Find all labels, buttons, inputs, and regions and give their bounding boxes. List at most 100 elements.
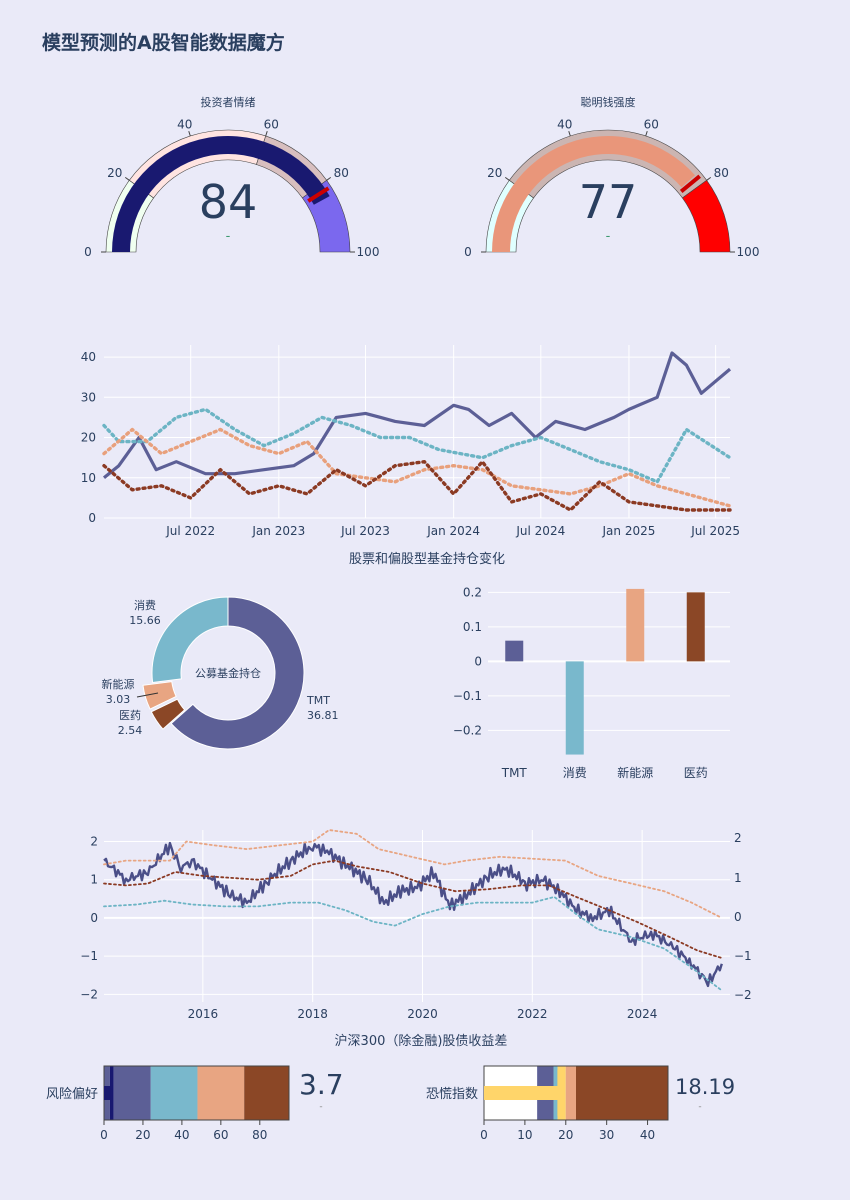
gauge-value-bar <box>492 136 696 252</box>
donut-center-label: 公募基金持仓 <box>195 666 261 680</box>
x-tick-label: 2024 <box>627 1007 658 1021</box>
gauge-tick-label: 0 <box>84 245 92 259</box>
y-tick-label: 40 <box>81 350 96 364</box>
gauge-tick-mark <box>568 131 571 137</box>
y-tick-label: 0 <box>88 511 96 525</box>
series-line-4 <box>102 460 732 512</box>
x-tick-label: 消费 <box>563 766 587 780</box>
bar <box>626 588 645 662</box>
slice-value: 15.66 <box>129 614 161 627</box>
gauge-tick-mark <box>504 176 510 181</box>
y-tick-label: 10 <box>81 471 96 485</box>
page-title: 模型预测的A股智能数据魔方 <box>42 32 285 54</box>
gauge-delta: - <box>226 229 231 244</box>
risk-appetite-bullet: 0 20 40 60 80 风险偏好 3.7- <box>46 1065 344 1142</box>
bullet-label: 风险偏好 <box>46 1087 98 1102</box>
y-tick-label-left: −1 <box>80 949 98 963</box>
x-tick-label: TMT <box>501 766 528 780</box>
gauge-tick-label: 40 <box>177 118 192 132</box>
bullet-delta: - <box>698 1102 701 1112</box>
slice-label: TMT <box>306 694 330 707</box>
sector-bar-chart: 0.2 0.1 0 −0.1 −0.2 TMT 消费 新能源 医药 <box>453 585 730 780</box>
y-tick-label: 0.1 <box>463 620 482 634</box>
bullet-band <box>565 1066 576 1120</box>
series-line-1 <box>102 351 732 480</box>
x-tick-label: Jul 2025 <box>690 524 740 538</box>
fear-index-bullet: 0 10 20 30 40 恐慌指数 18.19 - <box>426 1065 735 1142</box>
bullet-label: 恐慌指数 <box>426 1087 478 1102</box>
gauge-tick-label: 100 <box>737 245 760 259</box>
y-tick-label: 0.2 <box>463 585 482 599</box>
slice-value: 2.54 <box>118 724 143 737</box>
x-tick-label: 医药 <box>684 766 708 780</box>
chart-title: 沪深300（除金融)股债收益差 <box>335 1033 508 1049</box>
bullet-band <box>150 1066 198 1120</box>
gauge-1: 投资者情绪 0 20 40 60 80 100 84- <box>84 95 379 259</box>
slice-leader-line <box>136 692 159 698</box>
x-tick-label: Jan 2025 <box>602 524 656 538</box>
bullet-tick-label: 80 <box>252 1128 267 1142</box>
y-tick-label-right: 1 <box>734 871 742 885</box>
bullet-tick-label: 20 <box>558 1128 573 1142</box>
gauge-threshold <box>679 174 701 193</box>
donut-slice <box>170 596 305 750</box>
bullet-tick-label: 10 <box>517 1128 532 1142</box>
bullet-tick-label: 40 <box>174 1128 189 1142</box>
bullet-tick-label: 40 <box>640 1128 655 1142</box>
gauge-tick-label: 40 <box>557 118 572 132</box>
gauge-tick-label: 20 <box>107 166 122 180</box>
spread-chart: 2 1 0 −1 −2 2 1 0 −1 −2 2016 2018 2020 2022 2024 沪深300（… <box>80 829 752 1049</box>
bullet-band <box>576 1066 668 1120</box>
bullet-tick-label: 20 <box>135 1128 150 1142</box>
slice-label: 新能源 <box>102 677 135 691</box>
gauge-tick-label: 80 <box>334 166 349 180</box>
bar <box>565 661 584 755</box>
donut-slice <box>142 681 177 710</box>
chart-title: 股票和偏股型基金持仓变化 <box>349 551 505 567</box>
slice-label: 医药 <box>119 709 141 722</box>
x-tick-label: Jul 2022 <box>165 524 215 538</box>
gauge-step <box>682 179 731 253</box>
y-tick-label: −0.2 <box>453 723 482 737</box>
y-tick-label-right: 2 <box>734 831 742 845</box>
gauge-tick-mark <box>706 176 712 181</box>
slice-value: 36.81 <box>307 709 339 722</box>
gauge-title: 聪明钱强度 <box>581 95 636 109</box>
bullet-tick-label: 0 <box>480 1128 488 1142</box>
y-tick-label: 20 <box>81 431 96 445</box>
gauge-tick-mark <box>645 131 648 137</box>
x-tick-label: 2018 <box>297 1007 328 1021</box>
x-tick-label: Jul 2023 <box>340 524 390 538</box>
bullet-band <box>113 1066 151 1120</box>
x-tick-label: Jan 2024 <box>426 524 480 538</box>
y-tick-label-right: 0 <box>734 910 742 924</box>
gauge-tick-label: 0 <box>464 245 472 259</box>
bullet-value: 3.7 <box>299 1068 344 1101</box>
y-tick-label: −0.1 <box>453 689 482 703</box>
y-tick-label: 0 <box>474 654 482 668</box>
bullet-tick-label: 30 <box>599 1128 614 1142</box>
series-line-3 <box>102 427 732 508</box>
series-line-3 <box>103 859 723 959</box>
gauge-value-bar <box>112 135 330 252</box>
gauge-tick-label: 80 <box>714 166 729 180</box>
gauge-tick-mark <box>265 131 268 137</box>
bullet-value-bar <box>104 1086 112 1100</box>
series-line-1 <box>103 841 723 988</box>
y-tick-label-left: 2 <box>90 834 98 848</box>
bullet-tick-label: 0 <box>100 1128 108 1142</box>
x-tick-label: 2016 <box>188 1007 219 1021</box>
bullet-tick-label: 60 <box>213 1128 228 1142</box>
y-tick-label-left: −2 <box>80 987 98 1001</box>
donut-slice <box>150 698 186 730</box>
donut-chart: TMT 36.81 医药 2.54 新能源 3.03 消费 15.66 公募基金持仓 <box>102 596 339 750</box>
x-tick-label: 2022 <box>517 1007 548 1021</box>
gauge-tick-mark <box>326 176 332 181</box>
y-tick-label-left: 1 <box>90 873 98 887</box>
gauge-tick-label: 60 <box>264 118 279 132</box>
bullet-band <box>197 1066 245 1120</box>
gauge-value: 77 <box>579 175 638 229</box>
bar <box>505 640 524 662</box>
y-tick-label-right: −2 <box>734 988 752 1002</box>
